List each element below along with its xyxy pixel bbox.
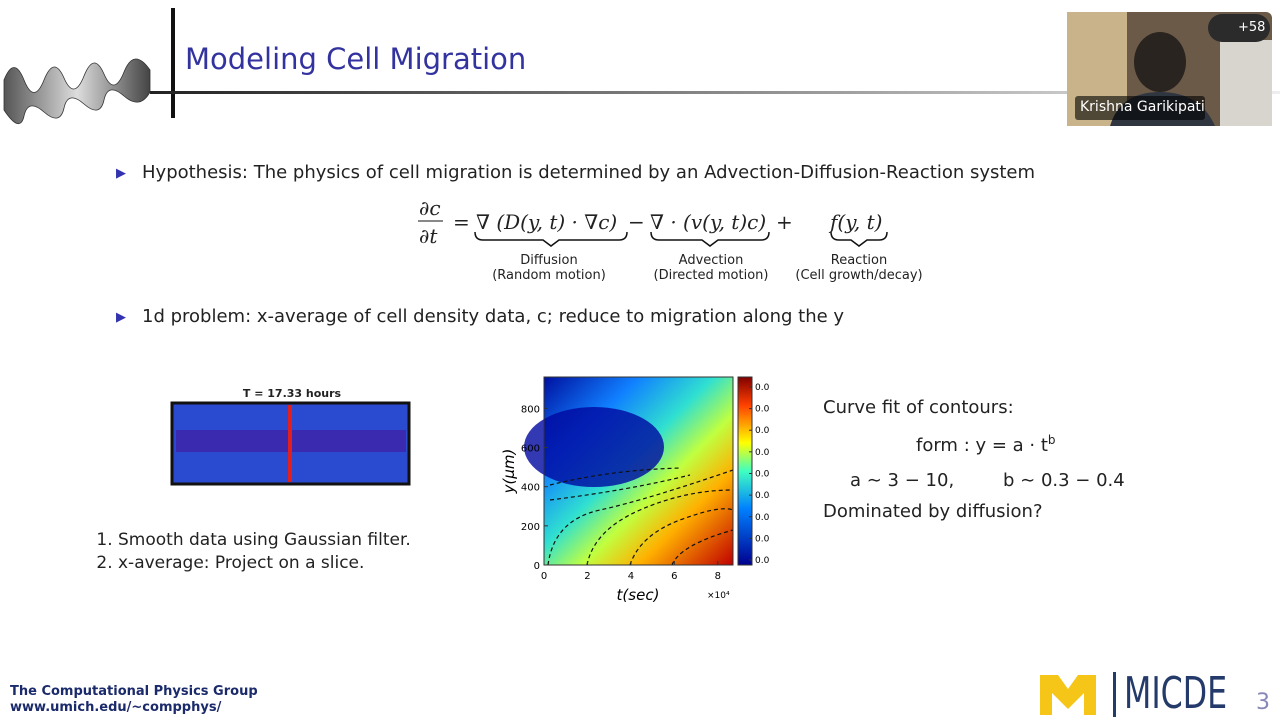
x-tick-label: 8	[715, 571, 721, 582]
eq-op: −	[628, 210, 645, 234]
fit-a: a ∼ 3 − 10,	[850, 470, 955, 491]
exponent: b	[1047, 433, 1056, 447]
person	[1134, 32, 1186, 92]
slide-title: Modeling Cell Migration	[185, 42, 527, 76]
colorbar-tick-label: 0.02	[755, 534, 770, 544]
sublabel: (Cell growth/decay)	[795, 268, 923, 283]
bullet-text: Hypothesis: The physics of cell migratio…	[142, 162, 1036, 183]
footer-group: The Computational Physics Group	[10, 684, 258, 699]
contour	[549, 474, 691, 501]
x-tick-label: 0	[541, 571, 547, 582]
heatmap-plot: 0 2 4 6 8 0 200 400 600 800 ×10⁴ t(sec) y(μm) 0.01 0.0…	[500, 376, 770, 604]
colorbar-tick-label: 0.08	[755, 405, 770, 415]
eq-den: ∂t	[419, 224, 438, 248]
x-axis-label: t(sec)	[617, 586, 660, 604]
eq-term: ∇ (D(y, t) · ∇c)	[476, 210, 618, 234]
colorbar-tick-label: 0.05	[755, 469, 770, 479]
eq-term: ∇ · (v(y, t)c)	[650, 210, 767, 234]
form: form : y = a · t	[916, 435, 1048, 456]
snapshot-title: T = 17.33 hours	[242, 387, 342, 400]
name-tag	[1075, 96, 1205, 120]
colorbar-tick-label: 0.04	[755, 491, 770, 501]
video-bg	[1220, 40, 1272, 126]
steps: Smooth data using Gaussian filter.x-aver…	[92, 529, 411, 575]
label: Advection	[678, 253, 744, 268]
header-rule	[150, 91, 1280, 94]
micde-logo: MICDE	[1124, 668, 1228, 719]
sublabel: (Directed motion)	[653, 268, 769, 283]
fit-question: Dominated by diffusion?	[823, 501, 1043, 522]
footer-url: www.umich.edu/~compphys/	[10, 700, 222, 715]
bullet: 1d problem: x-average of cell density da…	[116, 306, 845, 327]
fit-form: form : y = a · tb	[916, 433, 1056, 456]
um-logo	[1040, 672, 1116, 717]
colorbar-tick-label: 0.03	[755, 513, 770, 523]
label: Diffusion	[520, 253, 578, 268]
page-number: 3	[1256, 690, 1270, 715]
step: Smooth data using Gaussian filter.	[118, 529, 411, 552]
speaker-name: Krishna Garikipati	[1080, 99, 1205, 115]
sublabel: (Random motion)	[492, 268, 606, 283]
eq-equals: =	[453, 210, 470, 234]
colorbar-tick-label: 0.06	[755, 448, 770, 458]
y-tick-label: 0	[534, 561, 540, 572]
y-tick-label: 800	[521, 404, 540, 415]
low-region	[524, 407, 664, 487]
colorbar-tick-label: 0.09	[755, 383, 770, 393]
x-tick-label: 6	[671, 571, 677, 582]
fit-b: b ∼ 0.3 − 0.4	[1003, 470, 1125, 491]
surface-icon	[3, 58, 151, 124]
colorbar-tick-label: 0.07	[755, 426, 770, 436]
eq-term: f(y, t)	[830, 210, 883, 234]
contour	[629, 508, 734, 566]
axes-frame	[543, 376, 734, 566]
y-axis-label: y(μm)	[500, 449, 518, 495]
eq-num: ∂c	[419, 196, 441, 220]
participant-count[interactable]: +58	[1238, 20, 1266, 35]
eq-op: +	[776, 210, 793, 234]
bullet: Hypothesis: The physics of cell migratio…	[116, 162, 1036, 183]
colorbar-tick-label: 0.01	[755, 556, 770, 566]
slice-line	[288, 405, 292, 482]
eq-label: Diffusion (Random motion)	[474, 253, 624, 283]
y-tick-label: 200	[521, 522, 540, 533]
y-tick-label: 400	[521, 483, 540, 494]
eq-label: Advection (Directed motion)	[636, 253, 786, 283]
contour	[549, 467, 681, 486]
x-tick-label: 4	[628, 571, 634, 582]
label: Reaction	[830, 253, 888, 268]
participant-badge[interactable]	[1208, 14, 1270, 42]
fit-title: Curve fit of contours:	[823, 397, 1014, 418]
bullet-text: 1d problem: x-average of cell density da…	[142, 306, 845, 327]
header-bar	[171, 8, 175, 118]
step: x-average: Project on a slice.	[118, 552, 411, 575]
eq-label: Reaction (Cell growth/decay)	[784, 253, 934, 283]
contour	[586, 489, 734, 566]
y-tick-label: 600	[521, 444, 540, 455]
underbraces	[474, 231, 888, 247]
x-multiplier: ×10⁴	[707, 591, 730, 601]
x-tick-label: 2	[584, 571, 590, 582]
colorbar	[737, 376, 753, 566]
